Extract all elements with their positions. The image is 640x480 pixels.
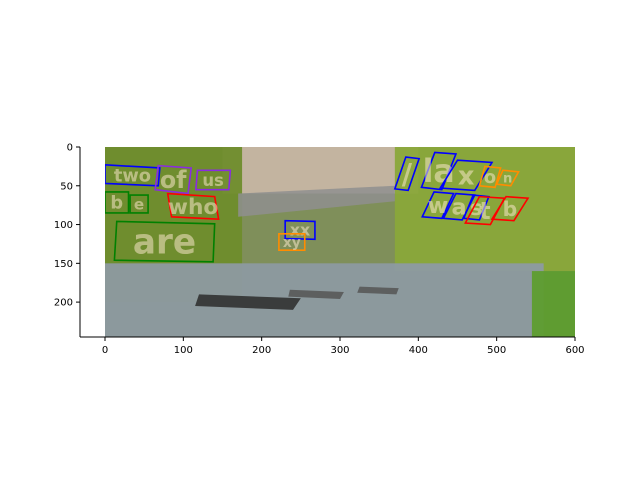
annotation-box-6 <box>113 220 216 263</box>
annotation-text-18: b <box>503 197 518 221</box>
annotation-box-15 <box>442 192 476 221</box>
annotation-text-12: o <box>484 167 496 188</box>
annotation-box-3 <box>105 191 130 214</box>
annotation-box-9 <box>393 156 421 192</box>
object-punt-2 <box>288 289 344 299</box>
object-punt-1 <box>195 294 301 310</box>
x-tick-label-500: 500 <box>487 345 506 356</box>
y-ticks: 0 50 100 150 200 <box>54 143 80 309</box>
annotation-box-14 <box>421 191 455 220</box>
photo-objects <box>195 185 399 310</box>
annotation-box-17 <box>464 195 506 226</box>
annotation-text-4: e <box>134 195 144 213</box>
region-river <box>105 263 544 337</box>
annotation-text-14: w <box>428 193 449 219</box>
annotation-text-2: us <box>202 171 224 190</box>
region-sky <box>222 147 419 194</box>
x-tick-label-400: 400 <box>409 345 428 356</box>
annotation-text-13: n <box>503 172 512 187</box>
x-ticks: 0 100 200 300 400 500 600 <box>102 337 585 356</box>
y-tick-label-50: 50 <box>60 181 73 192</box>
region-grass-bank <box>531 271 575 337</box>
axes: 0 100 200 300 400 500 600 0 50 100 150 200 <box>54 143 585 357</box>
object-bridge <box>238 185 395 217</box>
x-tick-label-0: 0 <box>102 345 108 356</box>
object-punt-3 <box>357 286 399 295</box>
annotation-box-13 <box>495 169 520 187</box>
annotation-box-0 <box>105 164 161 187</box>
annotation-text-15: a <box>452 195 467 221</box>
annotation-box-12 <box>478 165 502 189</box>
y-tick-label-100: 100 <box>54 220 73 231</box>
annotation-box-18 <box>490 195 530 222</box>
annotation-text-9: / <box>402 158 413 191</box>
x-tick-label-100: 100 <box>174 345 193 356</box>
annotation-box-8 <box>278 233 306 251</box>
annotation-box-2 <box>194 169 232 191</box>
annotation-box-1 <box>154 164 193 195</box>
x-tick-label-200: 200 <box>252 345 271 356</box>
y-tick-label-150: 150 <box>54 259 73 270</box>
x-tick-label-300: 300 <box>330 345 349 356</box>
x-tick-label-600: 600 <box>565 345 584 356</box>
annotation-box-5 <box>166 192 220 220</box>
y-tick-label-200: 200 <box>54 298 73 309</box>
annotation-text-6: are <box>133 223 196 263</box>
annotation-text-5: who <box>168 195 219 220</box>
annotation-box-11 <box>438 159 494 192</box>
y-tick-label-0: 0 <box>67 143 73 154</box>
annotation-text-0: two <box>114 166 151 187</box>
annotation-text-1: of <box>160 166 187 194</box>
annotation-box-7 <box>284 219 316 241</box>
annotation-box-4 <box>129 194 149 214</box>
annotation-text-11: x <box>458 161 475 191</box>
annotation-text-3: b <box>110 193 123 214</box>
annotation-box-10 <box>420 151 458 191</box>
annotation-text-16: s <box>470 195 483 220</box>
annotation-text-8: xy <box>283 235 301 251</box>
annotation-text-17: t <box>479 197 490 225</box>
